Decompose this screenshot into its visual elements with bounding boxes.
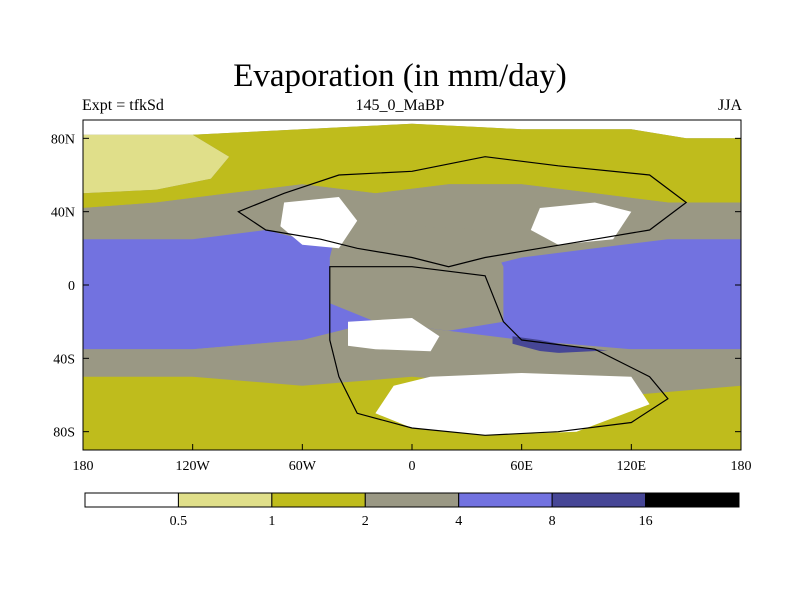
region-antarctic-interior-white — [375, 373, 650, 436]
y-tick-label: 80N — [51, 132, 75, 147]
region-north-pacific-light — [83, 134, 230, 194]
x-tick-label: 180 — [73, 459, 94, 474]
region-north-hemisphere-yellow — [83, 123, 741, 208]
y-tick-label: 40N — [51, 206, 75, 221]
coastline-laurasia — [237, 156, 688, 268]
plot-title: Evaporation (in mm/day) — [233, 58, 567, 94]
x-tick-label: 60W — [289, 459, 317, 474]
region-african-interior-grey — [329, 220, 504, 331]
colorbar-label: 16 — [639, 514, 653, 529]
experiment-label: Expt = tfkSd — [82, 97, 164, 114]
colorbar-swatch — [645, 492, 740, 508]
colorbar-label: 2 — [362, 514, 369, 529]
colorbar-swatch — [364, 492, 460, 508]
y-tick-label: 0 — [68, 279, 75, 294]
colorbar-swatch — [458, 492, 553, 508]
colorbar-label: 0.5 — [170, 514, 188, 529]
x-tick-label: 60E — [510, 459, 533, 474]
colorbar-label: 4 — [455, 514, 462, 529]
colorbar-label: 8 — [549, 514, 556, 529]
x-tick-label: 120E — [617, 459, 647, 474]
y-tick-label: 80S — [53, 426, 75, 441]
x-tick-label: 180 — [731, 459, 752, 474]
colorbar-swatch — [551, 492, 647, 508]
y-tick-label: 40S — [53, 352, 75, 367]
region-siberia-dry-white — [530, 202, 632, 245]
x-tick-label: 120W — [176, 459, 211, 474]
coastline-gondwana — [329, 266, 669, 436]
period-label: 145_0_MaBP — [355, 97, 445, 114]
colorbar-swatch — [177, 492, 273, 508]
colorbar-swatch — [84, 492, 179, 508]
region-north-polar-band-white — [83, 120, 741, 139]
colorbar-label: 1 — [268, 514, 275, 529]
colorbar-swatch — [271, 492, 366, 508]
season-label: JJA — [717, 97, 742, 114]
x-tick-label: 0 — [409, 459, 416, 474]
